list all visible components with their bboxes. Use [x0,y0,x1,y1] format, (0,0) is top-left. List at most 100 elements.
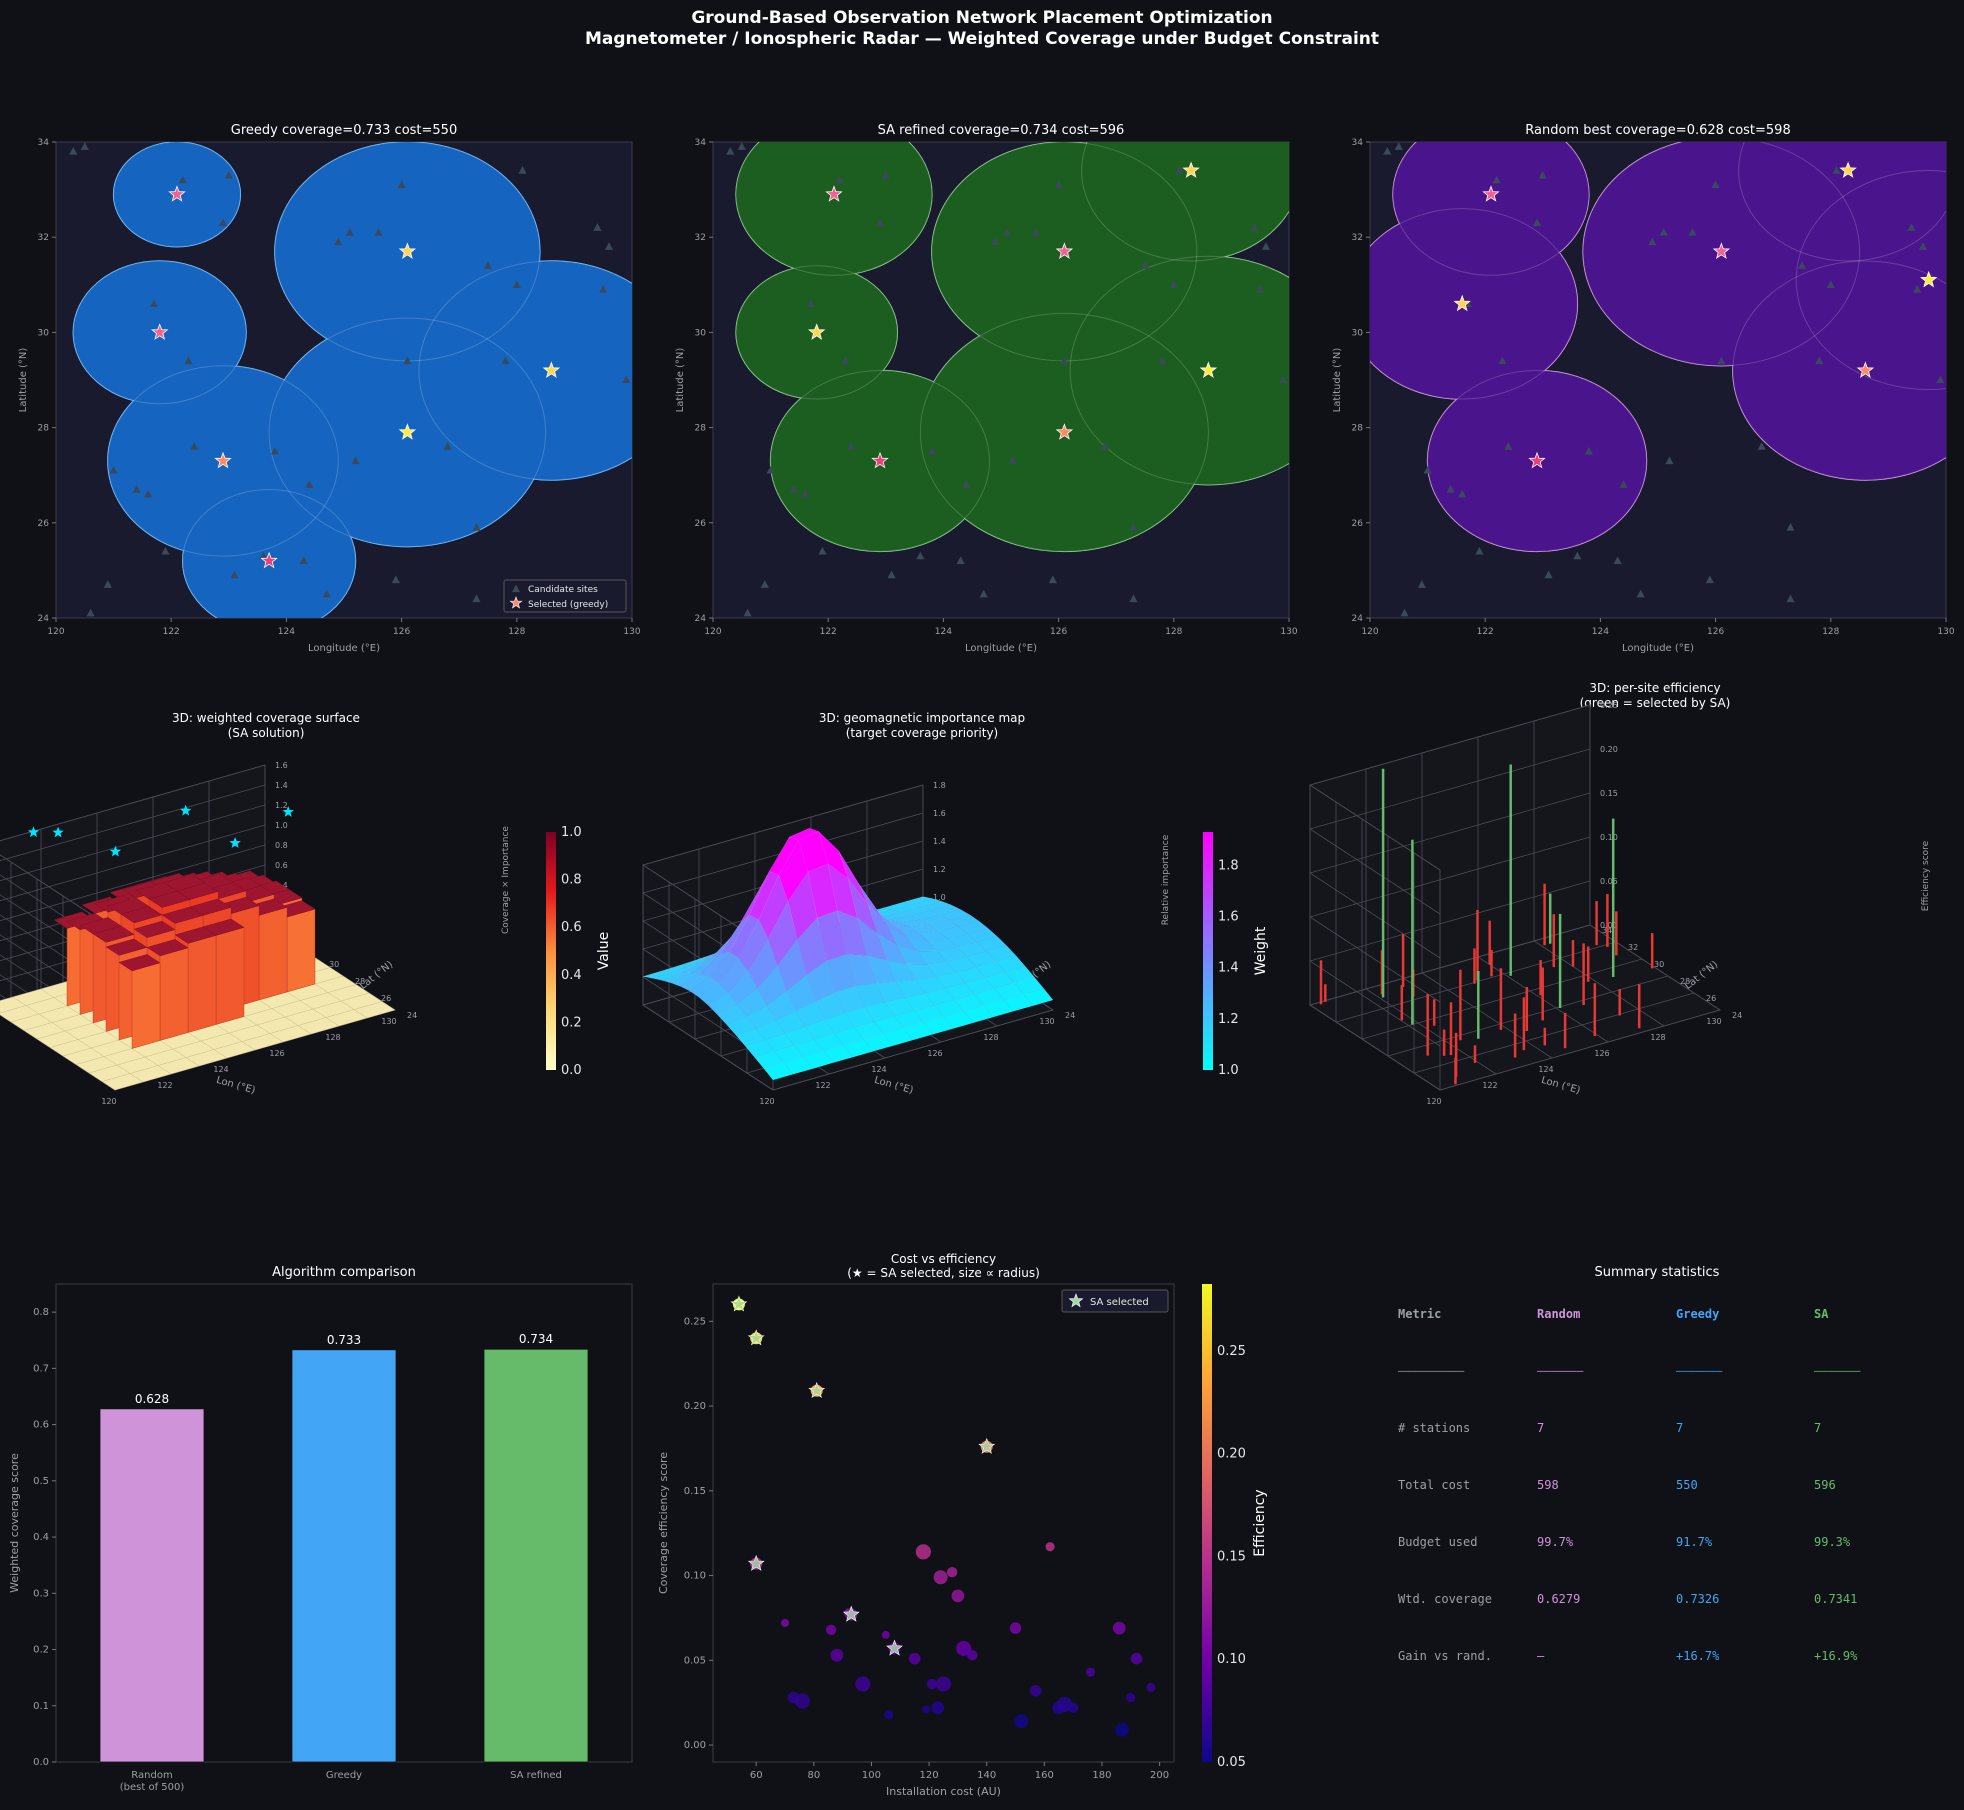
scatter-point [951,1589,965,1603]
scatter-subtitle: (★ = SA selected, size ∝ radius) [847,1266,1040,1280]
panel-title: 3D: weighted coverage surface [172,711,360,725]
scatter-point [1112,1621,1126,1635]
grid-line [1413,992,1695,1074]
candidate-site [299,556,308,565]
candidate-site [875,218,885,227]
x-axis-label: Installation cost (AU) [886,1785,1001,1798]
importance-surface-cell [844,1006,875,1028]
y-tick-label: 24 [1065,1011,1075,1020]
site-marker-star [27,826,40,838]
bar [291,1349,397,1763]
table-cell: 99.3% [1814,1535,1851,1549]
scatter-point [1115,1722,1130,1737]
table-cell: 7 [1676,1421,1683,1435]
candidate-site [259,551,268,560]
y-tick-label: 28 [1680,977,1690,986]
coverage-map-1: 120 122 124 126 128 130 24 26 28 30 32 34 Longitude … [18,123,641,654]
x-tick-label: 128 [508,627,525,637]
candidate-site [1688,227,1697,236]
x-tick-label: 124 [213,1065,228,1074]
colorbar-tick-label: 0.25 [1217,1344,1246,1359]
coverage-circle [1370,208,1578,400]
x-tick-label: Random [131,1770,172,1781]
candidate-site [1008,456,1017,465]
bar [99,1408,205,1763]
candidate-site [1757,442,1766,450]
algorithm-comparison-chart: 0.0 0.1 0.2 0.3 0.4 0.5 0.6 0.7 0.8 0.628 Random(b… [8,1265,633,1793]
candidate-site [1786,594,1795,603]
importance-surface-cell [966,951,997,968]
colorbar-tick-label: 0.0 [561,1063,582,1078]
candidate-site [218,218,228,227]
coverage-circle [1732,260,1946,481]
selected-site-star [1712,242,1731,259]
candidate-site [374,227,383,236]
grid-line [772,1009,1054,1091]
y-tick-label: 0.2 [33,1645,49,1656]
candidate-site [881,170,890,179]
scatter-point [946,1566,958,1578]
scatter-point [1146,1682,1156,1693]
scatter-point [781,1619,790,1628]
y-tick-label: 0.10 [684,1571,706,1582]
importance-surface-cell [935,971,966,989]
legend-label: SA selected [1090,1297,1149,1308]
selected-site-star [871,451,889,469]
scatter-point [926,1678,938,1690]
y-tick-label: 28 [355,977,365,986]
candidate-site [962,480,971,488]
grid-line [1309,880,1591,1047]
z-tick-label: 0.10 [1600,833,1618,842]
x-tick-label: 130 [1280,627,1297,637]
x-tick-label: 122 [157,1081,172,1090]
grid-line [1309,704,1591,871]
x-tick-label: 60 [750,1770,763,1781]
y-tick-label: 32 [38,233,49,243]
scatter-point [1067,1702,1079,1713]
candidate-site [1659,227,1668,236]
candidate-site [472,523,481,531]
cost-vs-efficiency-chart: 60 80 100 120 140 160 180 200 0.00 0.05 0.10 0.15 0.… [657,1252,1268,1798]
y-tick-label: 0.4 [33,1532,49,1543]
candidate-site [1532,218,1542,227]
candidate-site [501,356,510,365]
surface-top [120,906,163,924]
coverage-circle [182,489,356,618]
candidate-site [1613,556,1622,565]
coverage-circle [735,142,933,276]
scatter-point [794,1693,810,1709]
selected-site-star [1055,423,1074,440]
candidate-site [1797,261,1807,269]
x-tick-label: 130 [1937,627,1954,637]
site-marker-star [180,804,192,816]
candidate-site [1279,375,1288,384]
coverage-circle [1081,142,1289,262]
scatter-point [922,1705,931,1714]
y-tick-label: 0.5 [33,1476,49,1487]
y-axis-label: Latitude (°N) [675,348,686,413]
x-tick-label: 100 [862,1770,881,1781]
y-tick-label: 0.25 [684,1316,706,1327]
site-marker-star [229,837,241,848]
surface-column [215,927,245,1025]
colorbar-tick-label: 0.05 [1217,1755,1246,1770]
candidate-site [1423,465,1432,474]
candidate-site [801,489,810,498]
y-tick-label: 28 [1352,424,1364,434]
z-tick-label: 0.05 [1600,877,1618,886]
x-tick-label: 126 [1707,627,1724,637]
y-tick-label: 0.7 [33,1363,49,1374]
candidate-site [184,356,193,365]
candidate-site [351,456,360,465]
selected-site-star [542,361,561,378]
table-cell: 7 [1814,1421,1821,1435]
grid-line [642,784,924,951]
candidate-site [760,580,769,588]
sa-selected-star [842,1605,860,1622]
candidate-site [1918,242,1928,250]
grid-line [1309,748,1591,915]
y-tick-label: 30 [1352,328,1364,338]
x-tick-label: 124 [1592,627,1609,637]
x-axis-label: Longitude (°E) [1622,643,1694,654]
y-tick-label: 0.8 [33,1307,49,1318]
